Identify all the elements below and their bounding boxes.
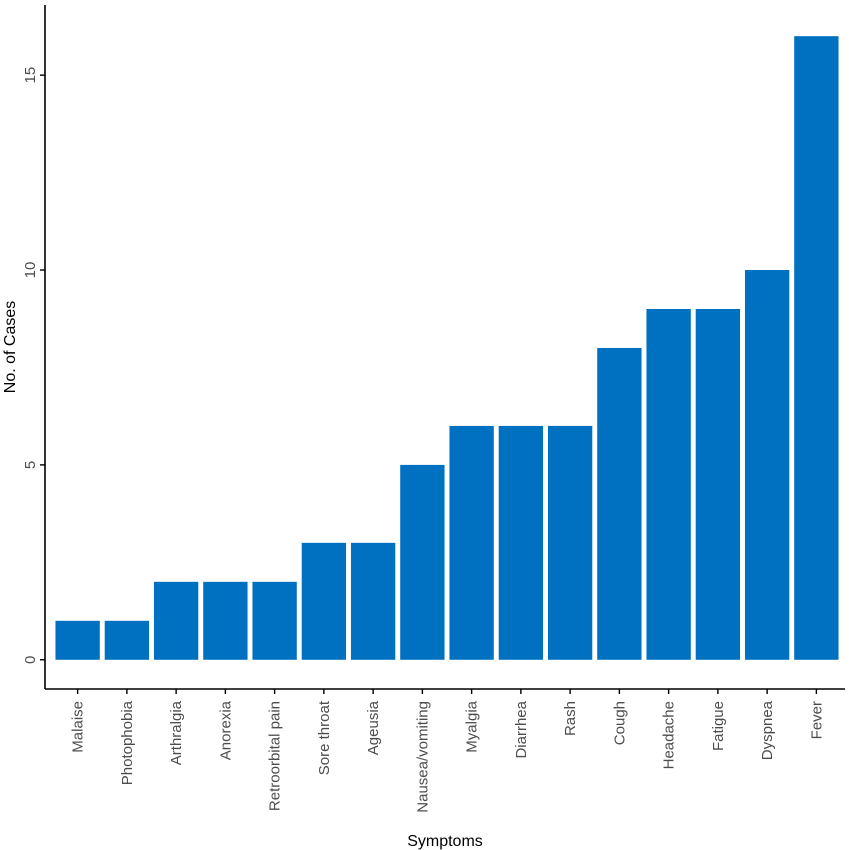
x-tick-label: Arthralgia bbox=[168, 700, 185, 765]
x-tick-label: Cough bbox=[611, 701, 628, 745]
x-tick-label: Dyspnea bbox=[759, 700, 776, 760]
y-tick-label: 5 bbox=[22, 461, 39, 469]
x-axis-ticks: Malaise Photophobia Arthralgia Anorexia Retr… bbox=[70, 689, 825, 813]
bars bbox=[55, 36, 839, 660]
x-tick-label: Sore throat bbox=[316, 700, 333, 775]
x-tick-label: Diarrhea bbox=[513, 700, 530, 758]
bar-dyspnea bbox=[744, 270, 790, 660]
y-tick-label: 15 bbox=[22, 67, 39, 84]
bar-ageusia bbox=[350, 542, 396, 660]
x-tick-label: Retroorbital pain bbox=[267, 701, 284, 811]
x-tick-label: Fever bbox=[808, 701, 825, 739]
bar-fever bbox=[794, 36, 839, 660]
x-tick-label: Anorexia bbox=[217, 700, 234, 760]
bar-arthralgia bbox=[153, 581, 199, 660]
bar-malaise bbox=[55, 620, 100, 660]
x-tick-label: Myalgia bbox=[464, 700, 481, 752]
y-tick-label: 0 bbox=[22, 656, 39, 664]
bar-diarrhea bbox=[498, 425, 544, 660]
y-tick-label: 10 bbox=[22, 262, 39, 279]
bar-photophobia bbox=[104, 620, 150, 660]
bar-sore-throat bbox=[301, 542, 347, 660]
x-tick-label: Photophobia bbox=[119, 700, 136, 785]
bar-rash bbox=[547, 425, 593, 660]
y-axis-ticks: 0 5 10 15 bbox=[22, 67, 45, 664]
bar-fatigue bbox=[695, 309, 741, 660]
x-tick-label: Ageusia bbox=[365, 700, 382, 755]
bar-cough bbox=[597, 347, 642, 660]
y-axis-title: No. of Cases bbox=[2, 301, 19, 393]
bar-myalgia bbox=[449, 425, 494, 660]
x-axis-title: Symptoms bbox=[407, 833, 483, 850]
x-tick-label: Headache bbox=[661, 701, 678, 769]
x-tick-label: Malaise bbox=[70, 701, 87, 753]
x-tick-label: Fatigue bbox=[710, 701, 727, 751]
bar-retroorbital-pain bbox=[252, 581, 297, 660]
bar-headache bbox=[646, 309, 691, 660]
bar-anorexia bbox=[203, 581, 248, 660]
x-tick-label: Rash bbox=[562, 701, 579, 736]
x-tick-label: Nausea/vomiting bbox=[414, 701, 431, 813]
bar-nausea-vomiting bbox=[400, 464, 445, 660]
